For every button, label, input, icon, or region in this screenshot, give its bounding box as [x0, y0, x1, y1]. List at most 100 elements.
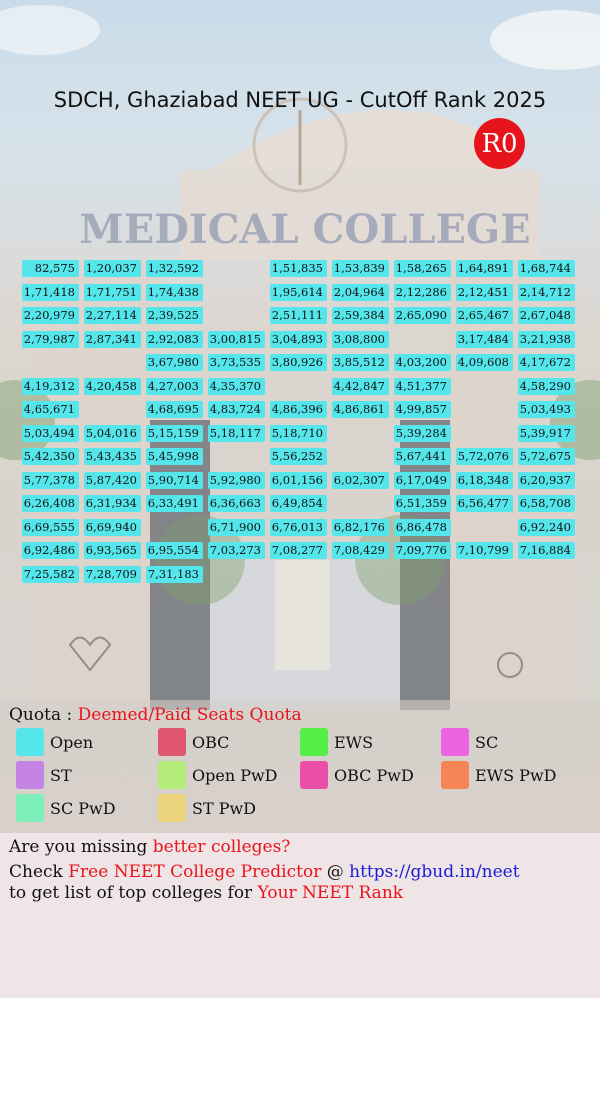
rank-cell: 2,59,384: [332, 307, 389, 324]
rank-cell: 6,31,934: [84, 495, 141, 512]
rank-cell: 4,58,290: [518, 377, 575, 395]
rank-cell: 1,71,751: [84, 283, 141, 301]
rank-cell: 4,27,003: [146, 377, 203, 395]
rank-cell: 3,17,484: [456, 330, 513, 348]
rank-cell: 6,92,486: [22, 542, 79, 559]
legend-item: EWS: [300, 728, 373, 756]
rank-cell: 5,72,076: [456, 448, 513, 465]
legend-item: ST: [16, 761, 72, 789]
rank-cell: 4,86,861: [332, 401, 389, 418]
rank-cell: 4,19,312: [22, 377, 79, 395]
rank-cell: 2,12,451: [456, 283, 513, 301]
legend-swatch: [158, 794, 186, 822]
legend-label: SC: [475, 732, 499, 752]
rank-cell: 7,08,277: [270, 542, 327, 559]
legend-label: SC PwD: [50, 798, 116, 818]
rank-cell: 1,58,265: [394, 260, 451, 277]
rank-cell: 5,04,016: [84, 424, 141, 442]
rank-cell: 3,67,980: [146, 354, 203, 371]
legend-label: ST: [50, 765, 72, 785]
rank-cell: 5,45,998: [146, 448, 203, 465]
rank-cell: 5,87,420: [84, 471, 141, 489]
rank-cell: 4,42,847: [332, 377, 389, 395]
rank-cell: 5,72,675: [518, 448, 575, 465]
rank-cell: 5,03,494: [22, 424, 79, 442]
legend-item: EWS PwD: [441, 761, 556, 789]
footer-line-2: Check Free NEET College Predictor @ http…: [9, 862, 520, 882]
footer-text: to get list of top colleges for: [9, 883, 258, 903]
rank-cell: 5,18,117: [208, 424, 265, 442]
rank-cell: 5,67,441: [394, 448, 451, 465]
rank-cell: 6,92,240: [518, 518, 575, 536]
legend-swatch: [441, 761, 469, 789]
legend-item: SC PwD: [16, 794, 116, 822]
rank-cell: 6,20,937: [518, 471, 575, 489]
legend-swatch: [16, 794, 44, 822]
rank-cell: 82,575: [22, 260, 79, 277]
legend-swatch: [158, 728, 186, 756]
rank-cell: 6,01,156: [270, 471, 327, 489]
rank-cell: 6,18,348: [456, 471, 513, 489]
rank-cell: 4,09,608: [456, 354, 513, 371]
rank-cell: 2,79,987: [22, 330, 79, 348]
rank-cell: 5,03,493: [518, 401, 575, 418]
rank-cell: 4,68,695: [146, 401, 203, 418]
legend-label: Open: [50, 732, 94, 752]
rank-cell: 2,92,083: [146, 330, 203, 348]
legend-swatch: [16, 728, 44, 756]
legend-swatch: [300, 761, 328, 789]
rank-cell: 2,04,964: [332, 283, 389, 301]
rank-cell: 7,03,273: [208, 542, 265, 559]
rank-cell: 6,71,900: [208, 518, 265, 536]
legend-swatch: [300, 728, 328, 756]
rank-cell: 5,56,252: [270, 448, 327, 465]
rank-cell: 7,09,776: [394, 542, 451, 559]
rank-cell: 5,92,980: [208, 471, 265, 489]
rank-cell: 6,56,477: [456, 495, 513, 512]
quota-label: Quota :: [9, 705, 78, 725]
legend-label: EWS: [334, 732, 374, 752]
rank-cell: 3,00,815: [208, 330, 265, 348]
rank-cell: 5,90,714: [146, 471, 203, 489]
rank-cell: 2,20,979: [22, 307, 79, 324]
rank-cell: 7,28,709: [84, 565, 141, 583]
rank-cell: 6,49,854: [270, 495, 327, 512]
rank-cell: 7,25,582: [22, 565, 79, 583]
rank-cell: 6,95,554: [146, 542, 203, 559]
rank-cell: 6,26,408: [22, 495, 79, 512]
footer-text: @: [321, 862, 350, 882]
rank-cell: 6,86,478: [394, 518, 451, 536]
rank-cell: 4,03,200: [394, 354, 451, 371]
rank-cell: 5,39,917: [518, 424, 575, 442]
rank-cell: 7,08,429: [332, 542, 389, 559]
legend-label: OBC PwD: [334, 765, 414, 785]
rank-cell: 2,27,114: [84, 307, 141, 324]
footer-line-3: to get list of top colleges for Your NEE…: [9, 883, 403, 903]
rank-cell: 3,21,938: [518, 330, 575, 348]
rank-cell: 2,67,048: [518, 307, 575, 324]
legend-label: ST PwD: [192, 798, 257, 818]
rank-cell: 2,65,090: [394, 307, 451, 324]
rank-cell: 2,14,712: [518, 283, 575, 301]
round-badge: R0: [474, 118, 525, 169]
legend-item: Open PwD: [158, 761, 278, 789]
svg-text:MEDICAL COLLEGE: MEDICAL COLLEGE: [79, 206, 530, 253]
legend-swatch: [16, 761, 44, 789]
rank-cell: 5,18,710: [270, 424, 327, 442]
legend-swatch: [441, 728, 469, 756]
rank-cell: 6,69,555: [22, 518, 79, 536]
rank-cell: 5,42,350: [22, 448, 79, 465]
footer-highlight: Your NEET Rank: [257, 883, 404, 903]
rank-cell: 4,86,396: [270, 401, 327, 418]
footer-highlight: better colleges?: [152, 837, 291, 857]
predictor-link-text[interactable]: Free NEET College Predictor: [68, 862, 322, 882]
rank-cell: 1,51,835: [270, 260, 327, 277]
rank-cell: 6,58,708: [518, 495, 575, 512]
rank-cell: 5,39,284: [394, 424, 451, 442]
rank-cell: 6,02,307: [332, 471, 389, 489]
legend-label: OBC: [192, 732, 230, 752]
predictor-url-link[interactable]: https://gbud.in/neet: [349, 862, 520, 882]
footer-text: Are you missing: [9, 837, 153, 857]
rank-cell: 1,71,418: [22, 283, 79, 301]
rank-cell: 4,99,857: [394, 401, 451, 418]
